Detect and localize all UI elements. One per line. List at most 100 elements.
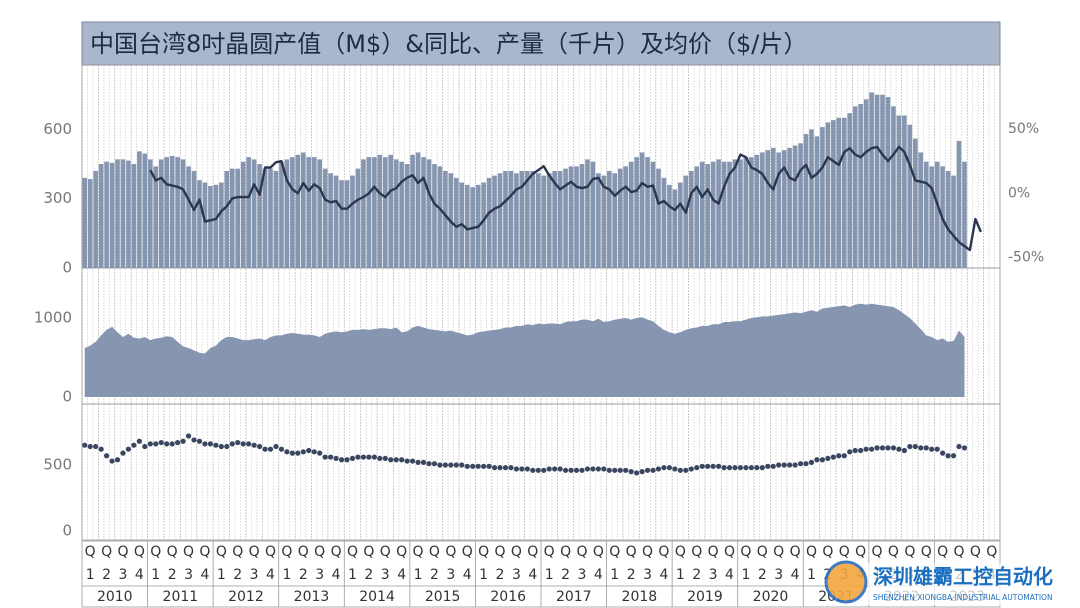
dot	[852, 447, 858, 454]
dot	[552, 466, 558, 472]
dot	[388, 457, 394, 463]
dot	[819, 457, 826, 463]
bar	[825, 122, 831, 268]
bar	[137, 151, 142, 268]
dot	[169, 441, 175, 447]
bar	[765, 150, 771, 268]
dot	[710, 463, 716, 469]
dot	[945, 453, 951, 459]
bar	[934, 161, 940, 268]
bar	[213, 184, 219, 268]
bar	[902, 115, 907, 268]
year-label: 2011	[163, 589, 199, 605]
bar	[678, 182, 683, 268]
bar	[377, 154, 383, 268]
bar	[896, 115, 902, 268]
dot	[431, 461, 438, 467]
bar	[120, 159, 126, 268]
dot	[322, 454, 328, 460]
bar	[732, 159, 738, 268]
year-label: 2018	[622, 589, 658, 605]
bar	[809, 129, 814, 268]
bar	[874, 94, 880, 268]
dot	[409, 458, 416, 464]
bar	[328, 173, 333, 268]
y-tick-label: 0	[62, 387, 72, 405]
bar	[617, 168, 623, 268]
dot	[639, 469, 645, 475]
bar	[585, 159, 590, 268]
bar	[656, 168, 661, 268]
bar	[224, 170, 230, 268]
bar	[361, 159, 366, 268]
dot	[519, 466, 525, 472]
bar	[333, 175, 339, 268]
dot	[175, 439, 181, 446]
dot	[934, 446, 940, 452]
dot	[366, 454, 372, 460]
area	[84, 303, 965, 397]
bar	[355, 168, 361, 268]
bar	[191, 170, 197, 268]
bar	[508, 170, 514, 268]
dot	[153, 441, 159, 447]
bar	[246, 157, 251, 268]
dot	[311, 449, 317, 455]
dot	[541, 467, 547, 473]
bar	[240, 161, 246, 268]
bar	[787, 147, 792, 268]
dot	[497, 465, 503, 471]
dot	[918, 445, 924, 451]
dot	[524, 466, 530, 472]
bar	[596, 173, 601, 268]
bar	[295, 154, 301, 268]
dot	[486, 463, 492, 469]
bar	[464, 184, 470, 268]
dot	[732, 465, 738, 471]
dot	[131, 442, 137, 448]
bar	[142, 153, 148, 268]
bar	[497, 173, 503, 268]
dot	[103, 453, 110, 459]
bar	[454, 177, 459, 268]
dot	[344, 457, 350, 463]
dot	[705, 463, 711, 469]
dot	[940, 450, 946, 456]
bar	[186, 166, 191, 268]
bar	[721, 161, 727, 268]
bar	[754, 154, 760, 268]
bar	[290, 157, 295, 268]
bar	[437, 166, 443, 268]
dot	[136, 438, 142, 444]
dot	[295, 450, 301, 456]
dot	[781, 462, 787, 468]
dot	[601, 466, 607, 472]
bar	[169, 155, 175, 268]
dot	[393, 457, 399, 463]
dot	[224, 443, 230, 450]
bar	[399, 161, 404, 268]
dot	[617, 467, 623, 473]
bar	[486, 177, 492, 268]
dot	[896, 446, 902, 452]
bar	[803, 134, 809, 268]
dot	[759, 465, 765, 471]
dot	[338, 457, 345, 463]
dot	[557, 466, 563, 472]
bar	[535, 173, 541, 268]
dot	[595, 466, 601, 472]
bar	[98, 164, 104, 268]
